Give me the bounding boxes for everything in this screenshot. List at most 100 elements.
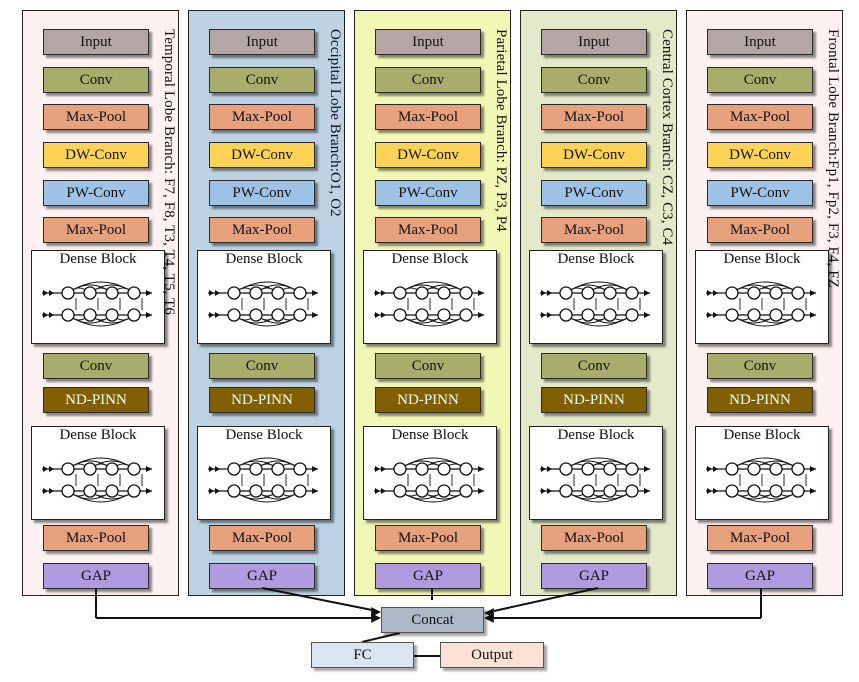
pw-conv-block: PW-Conv xyxy=(375,180,481,206)
pw-conv-label: PW-Conv xyxy=(232,184,292,201)
branch-label: Occipital Lobe Branch:O1, O2 xyxy=(327,29,343,217)
gap-block: GAP xyxy=(43,563,149,589)
conv-block: Conv xyxy=(43,67,149,93)
dense-connection-icon xyxy=(42,457,152,503)
input-label: Input xyxy=(744,33,776,50)
max-pool-label: Max-Pool xyxy=(564,108,624,125)
max-pool-block: Max-Pool xyxy=(43,104,149,130)
conv-label: Conv xyxy=(743,357,777,374)
max-pool-block: Max-Pool xyxy=(541,525,647,551)
branch-panel-2: Input Conv Max-Pool DW-Conv PW-Conv Max-Pool C… xyxy=(188,10,345,596)
max-pool-block: Max-Pool xyxy=(43,525,149,551)
nd-pinn-block: ND-PINN xyxy=(541,387,647,413)
dense-block-title: Dense Block xyxy=(225,427,303,443)
dw-conv-block: DW-Conv xyxy=(541,142,647,168)
max-pool-label: Max-Pool xyxy=(232,108,292,125)
arrow-branch-2 xyxy=(371,607,381,617)
conv-block: Conv xyxy=(43,353,149,379)
max-pool-label: Max-Pool xyxy=(564,529,624,546)
dense-connection-icon xyxy=(374,457,484,503)
dense-block: Dense Block xyxy=(197,426,331,520)
gap-label: GAP xyxy=(80,567,111,584)
gap-label: GAP xyxy=(246,567,277,584)
conv-label: Conv xyxy=(245,357,279,374)
wire-concat-fc xyxy=(361,632,401,643)
pw-conv-block: PW-Conv xyxy=(541,180,647,206)
max-pool-block: Max-Pool xyxy=(209,217,315,243)
nd-pinn-block: ND-PINN xyxy=(707,387,813,413)
dw-conv-block: DW-Conv xyxy=(43,142,149,168)
input-block: Input xyxy=(209,29,315,55)
gap-block: GAP xyxy=(209,563,315,589)
input-label: Input xyxy=(80,33,112,50)
nd-pinn-label: ND-PINN xyxy=(231,391,293,408)
wire-branch-4 xyxy=(493,587,599,612)
dense-block: Dense Block xyxy=(31,426,165,520)
dw-conv-label: DW-Conv xyxy=(231,146,293,163)
conv-label: Conv xyxy=(743,71,777,88)
max-pool-label: Max-Pool xyxy=(66,529,126,546)
dense-block-title: Dense Block xyxy=(225,251,303,267)
conv-block: Conv xyxy=(209,353,315,379)
pw-conv-block: PW-Conv xyxy=(707,180,813,206)
max-pool-block: Max-Pool xyxy=(209,525,315,551)
nd-pinn-label: ND-PINN xyxy=(397,391,459,408)
max-pool-label: Max-Pool xyxy=(398,221,458,238)
dense-block-title: Dense Block xyxy=(59,427,137,443)
max-pool-label: Max-Pool xyxy=(730,108,790,125)
max-pool-block: Max-Pool xyxy=(541,217,647,243)
concat-label: Concat xyxy=(411,611,454,628)
max-pool-label: Max-Pool xyxy=(398,529,458,546)
dense-block: Dense Block xyxy=(695,250,829,344)
dense-block-title: Dense Block xyxy=(59,251,137,267)
max-pool-label: Max-Pool xyxy=(66,221,126,238)
branch-panel-5: Input Conv Max-Pool DW-Conv PW-Conv Max-Pool C… xyxy=(686,10,843,596)
conv-label: Conv xyxy=(79,357,113,374)
dense-connection-icon xyxy=(706,281,816,327)
input-label: Input xyxy=(412,33,444,50)
gap-block: GAP xyxy=(375,563,481,589)
input-block: Input xyxy=(43,29,149,55)
max-pool-label: Max-Pool xyxy=(730,221,790,238)
input-block: Input xyxy=(375,29,481,55)
arrow-branch-5 xyxy=(484,613,494,623)
branch-label: Parietal Lobe Branch: PZ, P3, P4 xyxy=(493,29,509,232)
gap-label: GAP xyxy=(412,567,443,584)
nd-pinn-label: ND-PINN xyxy=(65,391,127,408)
dw-conv-block: DW-Conv xyxy=(209,142,315,168)
dw-conv-label: DW-Conv xyxy=(397,146,459,163)
input-block: Input xyxy=(707,29,813,55)
max-pool-label: Max-Pool xyxy=(398,108,458,125)
max-pool-block: Max-Pool xyxy=(707,525,813,551)
nd-pinn-label: ND-PINN xyxy=(729,391,791,408)
max-pool-block: Max-Pool xyxy=(707,104,813,130)
dense-block-title: Dense Block xyxy=(391,427,469,443)
input-label: Input xyxy=(578,33,610,50)
gap-block: GAP xyxy=(707,563,813,589)
nd-pinn-block: ND-PINN xyxy=(209,387,315,413)
output-label: Output xyxy=(471,646,513,663)
branch-panel-4: Input Conv Max-Pool DW-Conv PW-Conv Max-Pool C… xyxy=(520,10,677,596)
gap-label: GAP xyxy=(578,567,609,584)
conv-label: Conv xyxy=(577,357,611,374)
conv-block: Conv xyxy=(707,67,813,93)
conv-block: Conv xyxy=(541,353,647,379)
gap-label: GAP xyxy=(744,567,775,584)
pw-conv-block: PW-Conv xyxy=(43,180,149,206)
dense-block: Dense Block xyxy=(363,250,497,344)
conv-block: Conv xyxy=(375,353,481,379)
max-pool-label: Max-Pool xyxy=(66,108,126,125)
dense-block: Dense Block xyxy=(529,250,663,344)
nd-pinn-label: ND-PINN xyxy=(563,391,625,408)
dw-conv-label: DW-Conv xyxy=(563,146,625,163)
dense-block-title: Dense Block xyxy=(557,251,635,267)
fc-node: FC xyxy=(311,642,414,668)
concat-node: Concat xyxy=(381,607,484,633)
dense-connection-icon xyxy=(208,457,318,503)
dense-block: Dense Block xyxy=(197,250,331,344)
wire-branch-2 xyxy=(261,587,373,611)
dense-block: Dense Block xyxy=(695,426,829,520)
max-pool-block: Max-Pool xyxy=(707,217,813,243)
conv-block: Conv xyxy=(707,353,813,379)
